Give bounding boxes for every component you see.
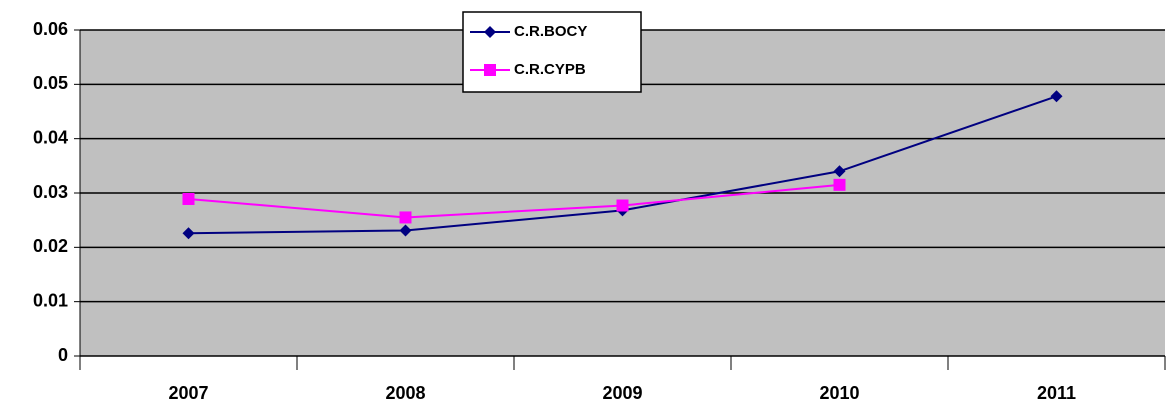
marker — [484, 26, 496, 38]
y-tick-label: 0.01 — [33, 290, 68, 310]
x-tick-label: 2007 — [168, 383, 208, 403]
y-tick-label: 0.04 — [33, 127, 68, 147]
marker — [833, 178, 846, 191]
legend: C.R.BOCY C.R.CYPB — [462, 11, 642, 93]
marker — [182, 192, 195, 205]
marker — [616, 199, 629, 212]
y-tick-label: 0.06 — [33, 19, 68, 39]
legend-label: C.R.CYPB — [514, 61, 586, 78]
x-tick-label: 2010 — [819, 383, 859, 403]
series-line — [188, 183, 840, 219]
x-tick-label: 2011 — [1037, 383, 1076, 403]
marker — [484, 64, 496, 76]
marker — [182, 227, 195, 240]
y-tick-label: 0.03 — [33, 182, 68, 202]
marker — [1050, 90, 1063, 103]
legend-label: C.R.BOCY — [514, 23, 587, 40]
y-tick-label: 0 — [58, 345, 68, 365]
marker — [399, 211, 412, 224]
x-tick-label: 2008 — [385, 383, 425, 403]
marker — [833, 165, 846, 178]
y-tick-label: 0.02 — [33, 236, 68, 256]
marker — [399, 224, 412, 237]
x-tick-label: 2009 — [602, 383, 642, 403]
legend-box — [462, 11, 642, 93]
y-tick-label: 0.05 — [33, 73, 68, 93]
